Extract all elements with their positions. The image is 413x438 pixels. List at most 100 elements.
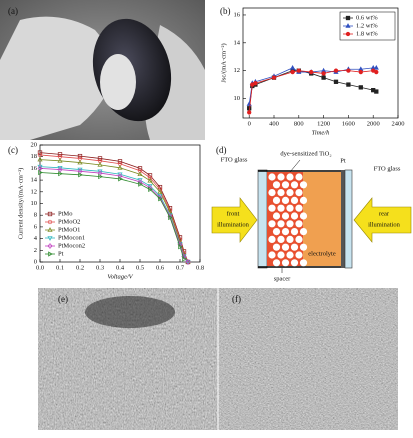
- tio2-particle: [290, 228, 299, 236]
- tio2-particle: [299, 196, 308, 204]
- marker: [117, 159, 123, 164]
- x-tick-label: 800: [294, 120, 304, 127]
- marker: [147, 184, 153, 191]
- legend-label: PtMocon1: [58, 234, 85, 241]
- marker: [147, 177, 153, 183]
- diagram-label: spacer: [274, 275, 291, 282]
- series-line: [39, 159, 189, 263]
- marker: [137, 166, 143, 171]
- tio2-particle: [299, 181, 308, 189]
- tem-dark-region: [85, 296, 175, 328]
- marker: [185, 260, 191, 265]
- legend-label: 0.6 wt%: [356, 14, 378, 21]
- tio2-particle: [299, 243, 308, 251]
- tio2-particle: [299, 259, 308, 267]
- tio2-particle: [272, 181, 281, 189]
- rear-arrow: [353, 197, 412, 243]
- marker: [47, 236, 53, 241]
- tio2-particle: [268, 251, 276, 259]
- fto-glass: [344, 169, 353, 269]
- diagram-label: dye-sensitized TiO₂: [280, 150, 331, 157]
- marker: [157, 188, 163, 194]
- marker: [77, 153, 83, 159]
- diagram-label: electrolyte: [308, 250, 336, 257]
- x-tick-label: 0.6: [156, 264, 165, 271]
- marker: [37, 165, 43, 172]
- marker: [185, 259, 191, 265]
- x-axis-label: Time/h: [312, 129, 330, 136]
- x-tick-label: 0: [248, 120, 251, 127]
- legend-label: Pt: [58, 250, 64, 257]
- marker: [48, 251, 53, 257]
- tio2-particle: [268, 235, 276, 243]
- marker: [138, 181, 143, 187]
- tio2-particle: [290, 196, 299, 204]
- x-tick-label: 0.0: [36, 264, 44, 271]
- tio2-particle: [268, 204, 276, 212]
- tio2-particle: [268, 220, 276, 228]
- marker: [168, 214, 173, 221]
- pt-layer: [341, 170, 345, 268]
- x-tick-label: 0.3: [96, 264, 104, 271]
- tio2-particle: [290, 259, 299, 267]
- tio2-particle: [281, 243, 290, 251]
- y-tick-label: 10: [31, 200, 38, 207]
- tio2-particle: [290, 243, 299, 251]
- marker: [309, 69, 314, 75]
- marker: [98, 174, 103, 180]
- diagram-label: FTO glass: [221, 156, 248, 163]
- marker: [147, 173, 153, 178]
- panel-label: (a): [8, 6, 18, 16]
- marker: [358, 85, 363, 90]
- marker: [58, 171, 63, 177]
- tio2-particle: [295, 173, 303, 181]
- y-tick-label: 16: [31, 165, 38, 172]
- tio2-particle: [290, 212, 299, 220]
- legend-box: [339, 11, 396, 41]
- marker: [47, 243, 53, 249]
- marker: [97, 162, 103, 167]
- marker: [57, 166, 63, 173]
- tio2-particle: [286, 235, 294, 243]
- tio2-particle: [272, 196, 281, 204]
- marker: [373, 64, 379, 70]
- legend-label: 1.2 wt%: [356, 22, 378, 29]
- diagram-label: illumination: [368, 221, 401, 228]
- tio2-particle: [295, 220, 303, 228]
- y-axis-label: Current density/(mA·cm⁻²): [17, 168, 24, 240]
- panel-label: (f): [232, 294, 241, 304]
- series-line: [248, 70, 377, 113]
- diagram-label: rear: [379, 210, 390, 217]
- series-line: [39, 154, 189, 263]
- diagram-label: FTO glass: [374, 165, 401, 172]
- tio2-particle: [299, 228, 308, 236]
- tio2-particle: [286, 251, 294, 259]
- tio2-particle: [277, 204, 285, 212]
- y-tick-label: 20: [31, 141, 38, 148]
- pointer: [289, 159, 301, 173]
- tio2-particle: [277, 189, 285, 197]
- tio2-particle: [272, 212, 281, 220]
- panel-label: (d): [216, 145, 227, 155]
- y-tick-label: 4: [34, 235, 38, 242]
- marker: [346, 82, 351, 87]
- y-tick-label: 0: [34, 258, 37, 265]
- tio2-particle: [286, 204, 294, 212]
- marker: [97, 156, 103, 161]
- tio2-particle: [281, 212, 290, 220]
- y-tick-label: 10: [234, 95, 241, 102]
- marker: [253, 81, 258, 86]
- x-tick-label: 1600: [342, 120, 355, 127]
- y-tick-label: 6: [34, 223, 38, 230]
- marker: [345, 23, 351, 28]
- tio2-particle: [286, 189, 294, 197]
- tio2-particle: [286, 220, 294, 228]
- tio2-particle: [277, 251, 285, 259]
- y-tick-label: 18: [31, 153, 38, 160]
- tio2-particle: [281, 181, 290, 189]
- tio2-particle: [286, 173, 294, 181]
- marker: [321, 71, 326, 76]
- marker: [147, 175, 153, 180]
- series-line: [39, 152, 189, 263]
